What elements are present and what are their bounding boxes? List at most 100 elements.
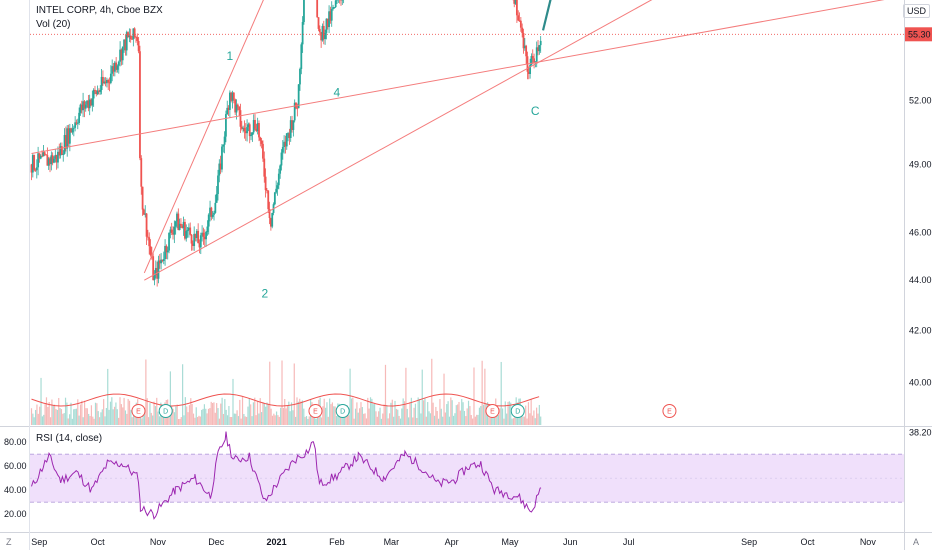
zoom-toggle-icon[interactable]: Z xyxy=(6,537,12,547)
currency-badge[interactable]: USD xyxy=(903,4,931,18)
volume-bar xyxy=(308,416,310,425)
volume-bar xyxy=(120,404,122,425)
time-axis-tick: May xyxy=(501,537,519,547)
volume-bar xyxy=(359,408,361,425)
volume-bar xyxy=(209,408,211,425)
volume-bar xyxy=(217,408,219,425)
candle-body xyxy=(87,100,90,109)
volume-bar xyxy=(104,416,106,425)
candle-body xyxy=(185,231,188,239)
candle-body xyxy=(515,0,518,16)
volume-bar xyxy=(214,412,216,425)
candle-body xyxy=(519,20,522,28)
candle-body xyxy=(258,123,260,138)
volume-bar xyxy=(372,404,374,425)
candle-body xyxy=(300,44,303,69)
volume-bar xyxy=(342,412,344,425)
volume-bar xyxy=(416,417,418,425)
volume-bar xyxy=(292,410,294,425)
volume-bar xyxy=(147,417,150,425)
candle-body xyxy=(76,122,79,124)
volume-bar xyxy=(526,418,528,425)
volume-bar xyxy=(368,408,370,425)
trendline xyxy=(143,0,264,274)
candle-body xyxy=(164,245,166,260)
candle-body xyxy=(119,49,122,62)
event-marker-label: E xyxy=(667,409,672,416)
volume-bar xyxy=(263,403,265,425)
volume-bar xyxy=(32,413,34,425)
volume-bar xyxy=(384,364,387,425)
volume-bar xyxy=(111,397,113,425)
candle-body xyxy=(219,163,222,170)
volume-bar xyxy=(361,407,363,425)
volume-bar xyxy=(443,373,445,425)
candle-body xyxy=(199,235,202,248)
candle-body xyxy=(137,40,140,52)
auto-scale-icon[interactable]: A xyxy=(913,537,920,547)
candle-body xyxy=(157,260,160,279)
volume-bar xyxy=(228,406,230,425)
volume-bar xyxy=(301,400,304,425)
volume-bar xyxy=(156,397,158,425)
candle-body xyxy=(280,152,283,166)
candle-body xyxy=(117,61,120,66)
volume-bar xyxy=(290,402,293,425)
volume-bar xyxy=(36,404,38,425)
volume-bar xyxy=(244,416,246,425)
volume-bar xyxy=(538,404,540,425)
candle-body xyxy=(59,146,62,156)
candle-body xyxy=(120,49,123,61)
volume-bar xyxy=(300,401,302,425)
price-axis-tick: 38.20 xyxy=(909,427,932,437)
volume-bar xyxy=(123,397,125,425)
volume-bar xyxy=(206,413,208,425)
candle-body xyxy=(328,11,330,28)
time-axis-tick: Apr xyxy=(445,537,459,547)
volume-bar xyxy=(429,413,432,425)
candle-body xyxy=(133,28,136,37)
volume-bar xyxy=(440,408,442,425)
earnings-marker xyxy=(131,404,146,418)
candle-body xyxy=(152,256,155,281)
candle-body xyxy=(43,152,46,155)
volume-bar xyxy=(511,418,513,425)
volume-bar xyxy=(531,415,534,425)
candle-body xyxy=(78,112,81,123)
volume-bar xyxy=(207,408,210,425)
volume-bar xyxy=(510,402,512,425)
candle-body xyxy=(538,45,541,52)
candle-body xyxy=(46,155,49,166)
volume-bar xyxy=(286,404,289,425)
volume-bar xyxy=(239,399,241,425)
candle-body xyxy=(182,221,185,228)
candle-body xyxy=(61,146,63,155)
candle-body xyxy=(247,124,250,128)
candle-body xyxy=(136,37,139,41)
candle-body xyxy=(205,232,207,240)
candle-body xyxy=(47,158,50,166)
event-marker-label: E xyxy=(136,409,141,416)
volume-bar xyxy=(37,413,39,425)
candle-body xyxy=(324,32,327,40)
candle-body xyxy=(243,127,246,132)
time-axis-tick: 2021 xyxy=(267,537,287,547)
time-axis-tick: Sep xyxy=(741,537,757,547)
volume-bar xyxy=(331,402,333,425)
candle-body xyxy=(148,237,151,247)
candle-body xyxy=(140,158,143,187)
candle-body xyxy=(301,22,304,45)
candle-body xyxy=(230,92,233,101)
volume-bar xyxy=(73,409,75,425)
volume-bar xyxy=(79,404,82,425)
candle-body xyxy=(232,92,235,100)
candle-body xyxy=(297,84,300,109)
volume-bar xyxy=(197,417,199,425)
event-marker-label: E xyxy=(490,409,495,416)
volume-bar xyxy=(383,404,385,425)
volume-bar xyxy=(180,417,182,425)
volume-bar xyxy=(101,409,103,425)
candle-body xyxy=(239,110,242,127)
candle-body xyxy=(33,155,36,170)
